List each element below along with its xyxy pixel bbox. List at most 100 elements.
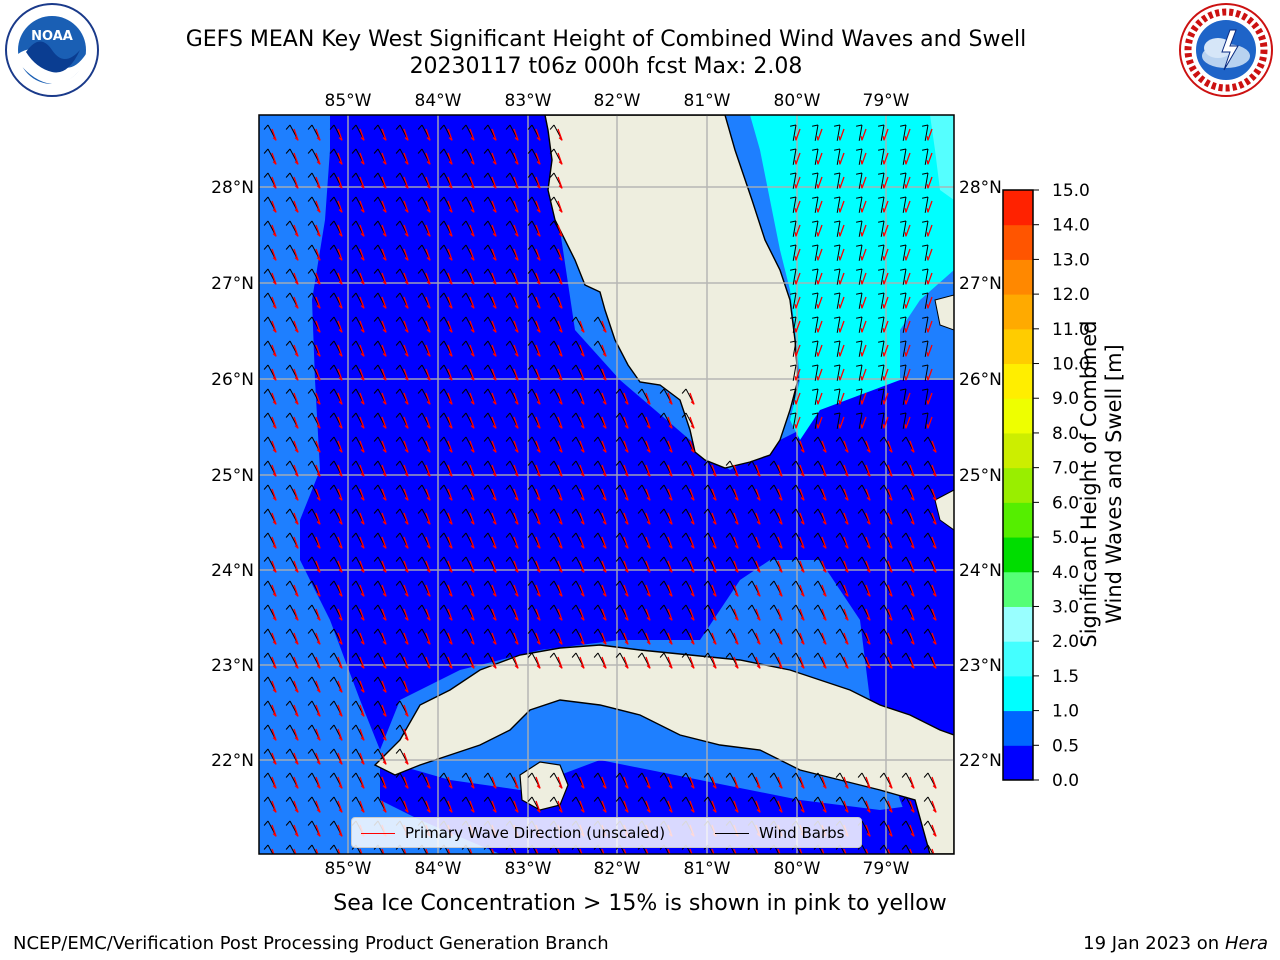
wave-direction-arrow bbox=[513, 296, 519, 309]
wave-direction-arrow bbox=[601, 776, 607, 789]
wave-direction-arrow bbox=[513, 248, 519, 261]
wave-direction-arrow bbox=[315, 848, 319, 854]
wind-barb bbox=[901, 844, 912, 854]
wind-barb bbox=[812, 268, 819, 285]
wave-direction-arrow bbox=[271, 320, 277, 333]
wave-direction-arrow bbox=[271, 632, 277, 645]
wave-direction-arrow bbox=[799, 464, 805, 477]
wave-direction-arrow bbox=[359, 848, 363, 854]
chart-title: GEFS MEAN Key West Significant Height of… bbox=[185, 27, 1027, 52]
wave-direction-arrow bbox=[293, 152, 299, 165]
wave-direction-arrow bbox=[711, 560, 717, 573]
wave-direction-arrow bbox=[733, 488, 739, 501]
wind-barb bbox=[856, 172, 863, 189]
wave-direction-arrow bbox=[381, 344, 387, 357]
wave-direction-arrow bbox=[799, 488, 805, 501]
wave-direction-arrow bbox=[904, 176, 911, 189]
wave-direction-arrow bbox=[271, 224, 277, 237]
wind-barb bbox=[879, 844, 890, 854]
wave-direction-arrow bbox=[271, 800, 277, 813]
wave-direction-arrow bbox=[882, 296, 889, 309]
wave-direction-arrow bbox=[623, 584, 629, 597]
wave-direction-arrow bbox=[535, 512, 541, 525]
wave-direction-arrow bbox=[887, 800, 893, 813]
wave-direction-arrow bbox=[601, 488, 607, 501]
wave-direction-arrow bbox=[816, 200, 823, 213]
colorbar-segment bbox=[1003, 675, 1033, 712]
wave-direction-arrow bbox=[887, 488, 893, 501]
wave-direction-arrow bbox=[491, 368, 497, 381]
wave-direction-arrow bbox=[425, 776, 431, 789]
colorbar-tick-label: 13.0 bbox=[1052, 250, 1090, 270]
wave-direction-arrow bbox=[359, 152, 365, 165]
wave-direction-arrow bbox=[882, 176, 889, 189]
wind-barb bbox=[834, 412, 841, 429]
wind-barb bbox=[922, 340, 929, 357]
wave-direction-arrow bbox=[794, 320, 801, 333]
wave-direction-arrow bbox=[689, 776, 695, 789]
wind-barb bbox=[834, 292, 841, 309]
wind-barb bbox=[307, 844, 318, 854]
wind-barb bbox=[878, 220, 885, 237]
lat-tick-left: 23°N bbox=[211, 656, 254, 676]
wave-direction-arrow bbox=[816, 248, 823, 261]
wave-direction-arrow bbox=[271, 584, 277, 597]
wave-direction-arrow bbox=[337, 392, 343, 405]
wave-direction-arrow bbox=[557, 248, 563, 261]
wave-direction-arrow bbox=[469, 248, 475, 261]
wave-direction-arrow bbox=[667, 488, 673, 501]
wave-direction-arrow bbox=[909, 800, 915, 813]
wave-direction-arrow bbox=[447, 200, 453, 213]
wave-direction-arrow bbox=[777, 776, 783, 789]
wave-direction-arrow bbox=[860, 248, 867, 261]
wave-direction-arrow bbox=[909, 656, 915, 669]
wave-direction-arrow bbox=[557, 440, 563, 453]
wave-direction-arrow bbox=[838, 272, 845, 285]
wave-direction-arrow bbox=[271, 824, 277, 837]
wave-direction-arrow bbox=[799, 656, 805, 669]
wind-barb bbox=[812, 244, 819, 261]
wave-direction-arrow bbox=[843, 464, 849, 477]
wave-direction-arrow bbox=[909, 512, 915, 525]
wind-barb bbox=[922, 268, 929, 285]
wave-direction-arrow bbox=[535, 632, 541, 645]
wave-direction-arrow bbox=[667, 848, 671, 854]
wave-direction-arrow bbox=[315, 464, 321, 477]
wave-direction-arrow bbox=[799, 776, 805, 789]
wave-direction-arrow bbox=[491, 200, 497, 213]
wave-direction-arrow bbox=[645, 464, 651, 477]
colorbar-segment bbox=[1003, 259, 1033, 295]
wave-direction-arrow bbox=[403, 608, 409, 621]
wave-direction-arrow bbox=[535, 152, 541, 165]
wave-direction-arrow bbox=[381, 776, 387, 789]
wave-direction-arrow bbox=[381, 248, 387, 261]
colorbar-label-text: Significant Height of Combined Wind Wave… bbox=[1077, 320, 1126, 648]
wave-direction-arrow bbox=[535, 344, 541, 357]
colorbar-segment bbox=[1003, 363, 1033, 399]
wave-direction-arrow bbox=[601, 512, 607, 525]
wave-direction-arrow bbox=[799, 560, 805, 573]
wave-direction-arrow bbox=[403, 632, 409, 645]
wave-direction-arrow bbox=[623, 464, 629, 477]
wave-direction-arrow bbox=[491, 440, 497, 453]
wave-direction-arrow bbox=[491, 296, 497, 309]
wave-direction-arrow bbox=[838, 128, 845, 141]
wave-direction-arrow bbox=[860, 368, 867, 381]
wave-direction-arrow bbox=[337, 416, 343, 429]
wave-direction-arrow bbox=[469, 848, 473, 854]
wind-barb bbox=[790, 340, 797, 357]
wave-direction-arrow bbox=[711, 776, 717, 789]
wave-direction-arrow bbox=[425, 224, 431, 237]
wave-direction-arrow bbox=[381, 584, 387, 597]
wave-direction-arrow bbox=[359, 584, 365, 597]
wave-direction-arrow bbox=[469, 392, 475, 405]
wave-direction-arrow bbox=[469, 632, 475, 645]
wave-direction-arrow bbox=[909, 488, 915, 501]
wave-direction-arrow bbox=[777, 560, 783, 573]
wave-direction-arrow bbox=[689, 488, 695, 501]
colorbar-segment bbox=[1003, 467, 1033, 503]
wave-direction-arrow bbox=[271, 488, 277, 501]
wave-direction-arrow bbox=[711, 464, 717, 477]
wave-direction-arrow bbox=[447, 488, 453, 501]
wave-direction-arrow bbox=[794, 176, 801, 189]
